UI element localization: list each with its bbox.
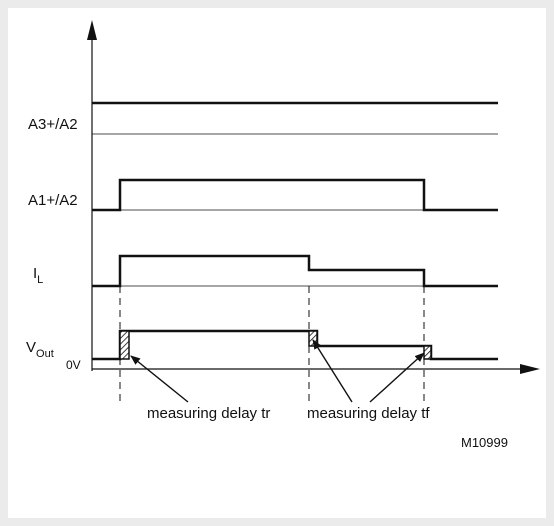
label-a3: A3+/A2 xyxy=(28,116,78,133)
figure-code: M10999 xyxy=(461,435,508,450)
label-il: IL xyxy=(33,265,43,286)
delay-fall-hatch-2 xyxy=(423,345,432,360)
timing-diagram: A3+/A2 A1+/A2 IL VOut 0V measuring delay… xyxy=(8,8,546,518)
y-axis-arrow-icon xyxy=(87,20,97,40)
annotation-delay-fall: measuring delay tf xyxy=(307,405,430,422)
delay-rise-hatch xyxy=(119,330,130,360)
delay-fall-arrow-1 xyxy=(312,339,353,403)
label-zero-volt: 0V xyxy=(66,358,81,372)
label-a1: A1+/A2 xyxy=(28,192,78,209)
label-vout: VOut xyxy=(26,339,54,360)
label-vout-main: V xyxy=(26,339,36,356)
a1-trace xyxy=(92,178,498,212)
delay-rise-arrow xyxy=(130,355,189,403)
x-axis-arrow-icon xyxy=(520,364,540,374)
annotation-delay-rise: measuring delay tr xyxy=(147,405,270,422)
label-il-main: I xyxy=(33,265,37,282)
vout-trace xyxy=(92,329,498,361)
delay-fall-arrow-2 xyxy=(369,352,425,403)
il-trace xyxy=(92,254,498,288)
label-vout-sub: Out xyxy=(36,348,54,360)
label-il-sub: L xyxy=(37,274,43,286)
